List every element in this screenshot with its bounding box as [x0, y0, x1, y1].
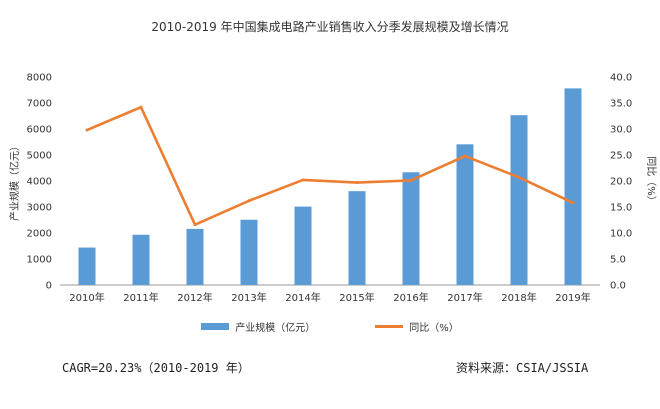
legend-item-line: 同比（%） — [375, 319, 459, 334]
y2-tick-label: 15.0 — [610, 203, 632, 214]
y2-tick-label: 30.0 — [610, 125, 632, 136]
line-point — [571, 201, 575, 205]
y-tick-label: 1000 — [27, 255, 52, 266]
bar — [294, 206, 312, 285]
y-tick-label: 5000 — [27, 151, 52, 162]
line-point — [139, 105, 143, 109]
series-line — [86, 105, 574, 226]
x-tick-label: 2019年 — [555, 291, 590, 304]
bar — [564, 88, 582, 285]
y-tick-label: 2000 — [27, 229, 52, 240]
x-tick-label: 2014年 — [285, 291, 320, 304]
y2-tick-label: 40.0 — [610, 73, 632, 84]
bar — [78, 247, 96, 285]
x-tick-label: 2011年 — [123, 291, 158, 304]
chart-title: 2010-2019 年中国集成电路产业销售收入分季发展规模及增长情况 — [151, 20, 509, 34]
line-point — [85, 128, 89, 132]
legend-swatch-bar — [201, 323, 230, 330]
axis-labels: 0 1000 2000 3000 4000 5000 6000 7000 8000 0.0 5.0 1… — [8, 73, 657, 305]
bar-series — [78, 88, 582, 285]
y2-axis-title: 同比（%） — [645, 156, 657, 206]
y-tick-label: 0 — [46, 281, 52, 292]
y-axis-title: 产业规模（亿元） — [8, 141, 21, 221]
x-tick-label: 2015年 — [339, 291, 374, 304]
y-tick-label: 4000 — [27, 177, 52, 188]
y2-tick-label: 35.0 — [610, 99, 632, 110]
y-tick-label: 6000 — [27, 125, 52, 136]
bar — [240, 219, 258, 285]
line-point — [409, 178, 413, 182]
line-point — [463, 154, 467, 158]
line-point — [301, 178, 305, 182]
y2-tick-label: 25.0 — [610, 151, 632, 162]
bar — [510, 115, 528, 285]
y2-tick-label: 10.0 — [610, 229, 632, 240]
x-tick-label: 2016年 — [393, 291, 428, 304]
line-point — [355, 181, 359, 185]
bar — [402, 172, 420, 285]
cagr-note: CAGR=20.23%（2010-2019 年） — [62, 361, 250, 375]
y2-tick-label: 20.0 — [610, 177, 632, 188]
line-point — [193, 223, 197, 227]
line-point — [247, 199, 251, 203]
x-tick-label: 2013年 — [231, 291, 266, 304]
bar — [348, 191, 366, 285]
source-note: 资料来源：CSIA/JSSIA — [456, 361, 589, 375]
x-tick-label: 2010年 — [69, 291, 104, 304]
bar — [186, 228, 204, 285]
y-tick-label: 8000 — [27, 73, 52, 84]
y-tick-label: 3000 — [27, 203, 52, 214]
legend-item-bar: 产业规模（亿元） — [201, 319, 315, 334]
x-tick-label: 2018年 — [501, 291, 536, 304]
y2-tick-label: 5.0 — [610, 255, 626, 266]
legend-label-bar: 产业规模（亿元） — [235, 323, 316, 334]
y-tick-label: 7000 — [27, 99, 52, 110]
bar — [132, 234, 150, 285]
legend-swatch-line — [375, 325, 404, 328]
line-point — [517, 175, 521, 179]
y2-tick-label: 0.0 — [610, 281, 626, 292]
legend-label-line: 同比（%） — [409, 323, 459, 334]
chart-legend: 产业规模（亿元） 同比（%） — [0, 319, 660, 334]
x-tick-label: 2017年 — [447, 291, 482, 304]
line-series — [85, 105, 575, 227]
x-tick-label: 2012年 — [177, 291, 212, 304]
bar — [456, 144, 474, 285]
